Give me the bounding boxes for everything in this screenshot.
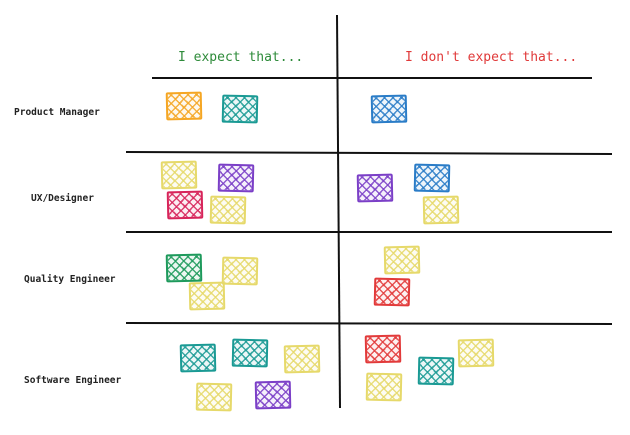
sticky-note-yellow[interactable]	[422, 195, 460, 225]
sticky-note-teal[interactable]	[417, 356, 455, 386]
sticky-note-orange[interactable]	[165, 91, 203, 121]
sticky-note-teal[interactable]	[179, 343, 217, 373]
center-divider	[336, 14, 341, 409]
sticky-note-yellow[interactable]	[195, 382, 233, 412]
sticky-note-yellow[interactable]	[209, 195, 247, 225]
sticky-note-teal[interactable]	[231, 338, 269, 368]
sticky-note-blue[interactable]	[413, 163, 451, 193]
sticky-note-red[interactable]	[364, 334, 402, 364]
sticky-note-red[interactable]	[373, 277, 411, 307]
sticky-note-purple[interactable]	[217, 163, 255, 193]
sticky-note-yellow[interactable]	[383, 245, 421, 275]
sticky-note-blue[interactable]	[370, 94, 408, 124]
sticky-note-yellow[interactable]	[365, 372, 403, 402]
sticky-note-purple[interactable]	[254, 380, 292, 410]
sticky-note-yellow[interactable]	[283, 344, 321, 374]
role-product-manager: Product Manager	[14, 107, 100, 118]
sticky-note-teal[interactable]	[221, 94, 259, 124]
sticky-note-green[interactable]	[165, 253, 203, 283]
sticky-note-yellow[interactable]	[457, 338, 495, 368]
role-software-engineer: Software Engineer	[24, 375, 122, 386]
sticky-note-yellow[interactable]	[188, 281, 226, 311]
role-ux-designer: UX/Designer	[31, 193, 94, 204]
expect-header: I expect that...	[178, 50, 304, 65]
role-quality-engineer: Quality Engineer	[24, 274, 116, 285]
row-divider-1	[125, 151, 613, 155]
sticky-note-yellow[interactable]	[160, 160, 198, 190]
sticky-note-purple[interactable]	[356, 173, 394, 203]
sticky-note-magenta[interactable]	[166, 190, 204, 220]
row-divider-3	[125, 322, 613, 325]
sticky-note-yellow[interactable]	[221, 256, 259, 286]
dont-expect-header: I don't expect that...	[405, 50, 578, 65]
